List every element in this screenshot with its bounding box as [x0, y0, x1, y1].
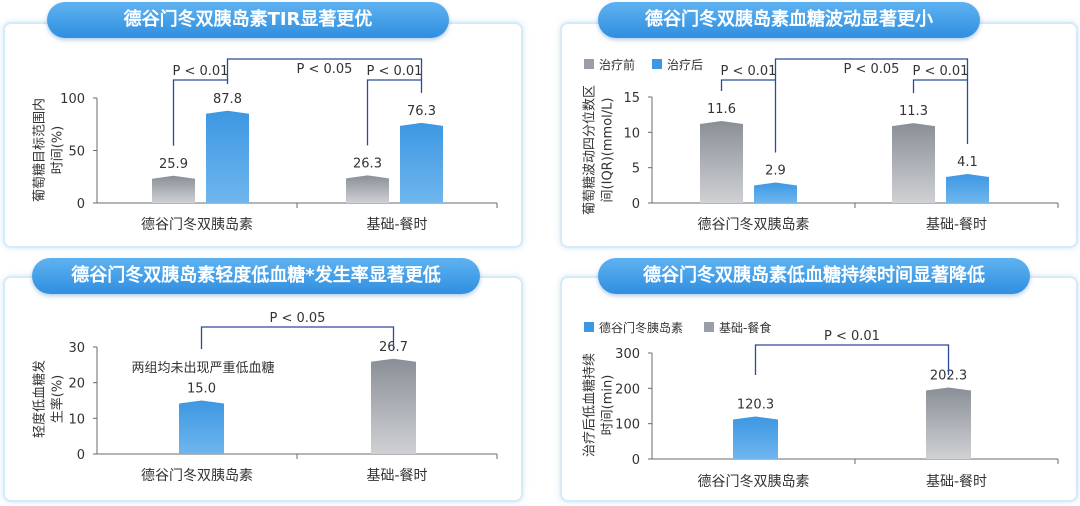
bar — [206, 110, 249, 203]
x-category-label: 基础-餐时 — [926, 216, 987, 233]
y-tick-label: 100 — [60, 92, 85, 107]
y-tick-label: 0 — [632, 197, 640, 212]
data-label: 120.3 — [737, 397, 774, 412]
bar — [946, 174, 989, 203]
y-tick-label: 15 — [623, 91, 640, 106]
chart-note: 两组均未出现严重低血糖 — [131, 360, 274, 376]
x-category-label: 基础-餐时 — [926, 473, 987, 490]
significance-bracket — [200, 326, 395, 349]
data-label: 15.0 — [187, 382, 216, 397]
chart-panel-variability — [560, 22, 1078, 248]
significance-bracket — [226, 58, 423, 80]
legend-label: 德谷门冬胰岛素 — [599, 320, 683, 335]
y-tick-label: 100 — [615, 418, 640, 433]
p-value-label: P < 0.05 — [297, 62, 353, 77]
significance-bracket — [912, 79, 969, 145]
data-label: 2.9 — [765, 164, 786, 179]
data-label: 11.3 — [899, 104, 928, 119]
significance-bracket — [774, 58, 969, 80]
x-category-label: 基础-餐时 — [366, 216, 427, 233]
legend-swatch — [584, 322, 594, 332]
bar — [179, 400, 224, 454]
y-tick-label: 20 — [68, 377, 85, 392]
y-tick-label: 10 — [68, 412, 85, 427]
y-axis-label: 葡萄糖波动四分位数区 — [582, 85, 598, 215]
y-axis-label: 治疗后低血糖持续 — [582, 353, 598, 457]
chart-title-hypo-rate: 德谷门冬双胰岛素轻度低血糖*发生率显著更低 — [32, 258, 480, 294]
y-tick-label: 300 — [615, 347, 640, 362]
y-tick-label: 0 — [77, 197, 85, 212]
x-category-label: 德谷门冬双胰岛素 — [698, 474, 810, 490]
y-tick-label: 0 — [632, 453, 640, 468]
y-tick-label: 0 — [77, 448, 85, 463]
y-axis-label: 生率(%) — [50, 375, 66, 424]
legend-label: 基础-餐食 — [719, 320, 771, 335]
chart-panel-hypo-duration — [560, 276, 1078, 502]
p-value-label: P < 0.01 — [824, 329, 880, 344]
chart-title-tir: 德谷门冬双胰岛素TIR显著更优 — [47, 2, 449, 38]
p-value-label: P < 0.01 — [913, 64, 969, 79]
x-category-label: 基础-餐时 — [366, 467, 427, 484]
x-category-label: 德谷门冬双胰岛素 — [698, 217, 810, 233]
x-category-label: 德谷门冬双胰岛素 — [141, 217, 253, 233]
bar — [926, 387, 971, 459]
bar — [346, 175, 389, 203]
legend-label: 治疗后 — [667, 58, 703, 72]
y-axis-label: 葡萄糖目标范围内 — [32, 98, 48, 202]
data-label: 76.3 — [407, 104, 436, 119]
legend-swatch — [704, 322, 714, 332]
legend-label: 治疗前 — [599, 57, 635, 72]
significance-bracket — [366, 79, 423, 146]
bar — [371, 358, 416, 454]
y-tick-label: 10 — [623, 126, 640, 141]
chart-title-hypo-duration: 德谷门冬双胰岛素低血糖持续时间显著降低 — [598, 258, 1030, 294]
y-tick-label: 50 — [68, 145, 85, 160]
x-category-label: 德谷门冬双胰岛素 — [141, 468, 253, 484]
significance-bracket — [754, 344, 950, 375]
bar — [754, 182, 797, 203]
y-tick-label: 30 — [68, 341, 85, 356]
bar — [892, 123, 935, 203]
p-value-label: P < 0.05 — [844, 62, 900, 77]
bar — [152, 175, 195, 203]
data-label: 25.9 — [159, 157, 188, 172]
y-tick-label: 200 — [615, 382, 640, 397]
bar — [733, 416, 778, 459]
p-value-label: P < 0.05 — [270, 311, 326, 326]
data-label: 87.8 — [213, 92, 242, 107]
legend-swatch — [584, 59, 594, 69]
y-axis-label: 时间(min) — [601, 375, 616, 436]
data-label: 202.3 — [930, 369, 967, 384]
y-axis-label: 轻度低血糖发 — [32, 360, 48, 438]
significance-bracket — [720, 79, 777, 153]
y-tick-label: 5 — [632, 162, 640, 177]
legend-swatch — [652, 59, 662, 69]
p-value-label: P < 0.01 — [173, 64, 229, 79]
data-label: 4.1 — [957, 155, 978, 170]
bar — [400, 122, 443, 203]
significance-bracket — [172, 79, 229, 146]
bar — [700, 121, 743, 203]
chart-title-variability: 德谷门冬双胰岛素血糖波动显著更小 — [598, 2, 980, 38]
chart-panel-hypo-rate — [3, 276, 523, 502]
data-label: 11.6 — [707, 102, 736, 117]
p-value-label: P < 0.01 — [721, 64, 777, 79]
y-axis-label: 间(IQR)(mmol/L) — [601, 98, 616, 203]
y-axis-label: 时间(%) — [51, 126, 66, 175]
data-label: 26.3 — [353, 156, 382, 171]
p-value-label: P < 0.01 — [367, 64, 423, 79]
